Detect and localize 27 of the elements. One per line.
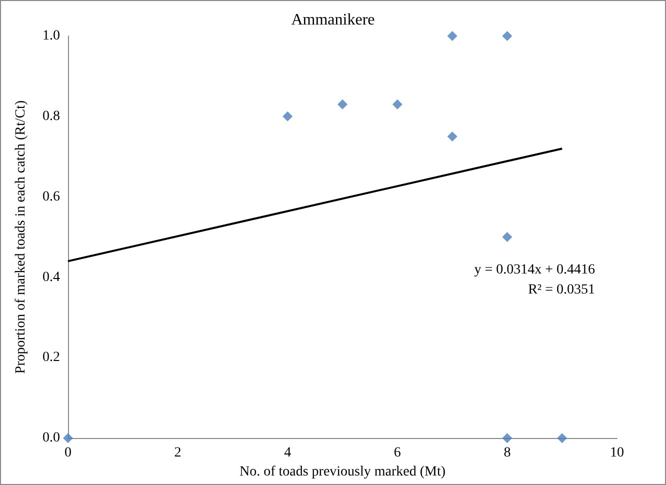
- annotation: R² = 0.0351: [528, 282, 596, 298]
- y-tick-label: 0.2: [42, 350, 60, 366]
- point: [63, 433, 73, 444]
- point: [447, 132, 458, 142]
- y-tick-label: 0.6: [42, 189, 60, 204]
- point: [502, 232, 512, 242]
- y-tick-label: 1.0: [42, 28, 60, 44]
- x-tick-label: 8: [504, 446, 511, 461]
- y-tick-label: 0.4: [42, 270, 60, 285]
- x-tick-label: 6: [394, 446, 401, 461]
- point: [282, 111, 293, 122]
- point: [392, 99, 402, 110]
- point: [502, 31, 512, 41]
- point: [447, 31, 458, 41]
- annotation: y = 0.0314x + 0.4416: [474, 262, 596, 278]
- y-tick-label: 0.0: [42, 430, 60, 446]
- point: [557, 433, 568, 444]
- x-axis-title: No. of toads previously marked (Mt): [239, 464, 446, 480]
- x-tick-label: 10: [610, 446, 624, 461]
- y-tick-label: 0.8: [42, 108, 60, 124]
- point: [502, 433, 512, 444]
- chart-title: Ammanikere: [291, 12, 375, 28]
- y-axis-title: Proportion of marked toads in each catch (Rt/Ct): [14, 100, 28, 374]
- x-tick-label: 4: [284, 446, 292, 461]
- point: [338, 99, 348, 110]
- x-tick-label: 0: [64, 446, 72, 461]
- x-tick-label: 2: [174, 446, 182, 461]
